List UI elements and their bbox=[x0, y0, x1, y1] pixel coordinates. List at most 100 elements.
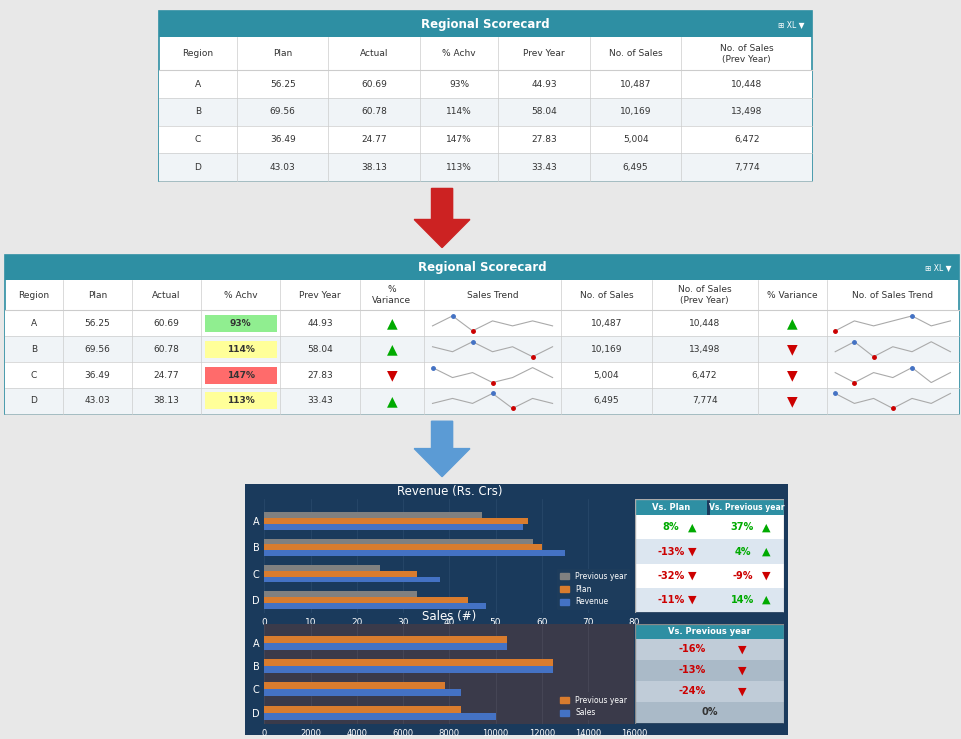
Text: Regional Scorecard: Regional Scorecard bbox=[421, 18, 550, 31]
Text: -24%: -24% bbox=[678, 687, 705, 696]
Legend: Previous year, Sales: Previous year, Sales bbox=[557, 692, 630, 721]
Bar bbox=[264, 571, 417, 576]
Text: Vs. Previous year: Vs. Previous year bbox=[668, 627, 752, 636]
Text: 10,487: 10,487 bbox=[591, 319, 622, 328]
Text: 93%: 93% bbox=[449, 80, 469, 89]
Text: Sales Trend: Sales Trend bbox=[467, 290, 518, 299]
FancyBboxPatch shape bbox=[159, 70, 812, 98]
FancyBboxPatch shape bbox=[5, 388, 959, 414]
Text: ⊞ XL ▼: ⊞ XL ▼ bbox=[777, 20, 804, 29]
FancyBboxPatch shape bbox=[159, 126, 812, 154]
Text: 114%: 114% bbox=[446, 107, 472, 117]
Bar bbox=[264, 643, 507, 650]
Text: 114%: 114% bbox=[227, 344, 255, 354]
Text: % Achv: % Achv bbox=[224, 290, 258, 299]
Text: 58.04: 58.04 bbox=[308, 344, 333, 354]
Bar bbox=[264, 524, 524, 530]
Text: 33.43: 33.43 bbox=[308, 396, 333, 406]
Bar bbox=[264, 565, 380, 571]
Text: 13,498: 13,498 bbox=[689, 344, 721, 354]
Text: 60.78: 60.78 bbox=[154, 344, 180, 354]
Text: -16%: -16% bbox=[678, 644, 705, 655]
Text: ▼: ▼ bbox=[738, 665, 747, 675]
Bar bbox=[264, 591, 417, 597]
Bar bbox=[264, 667, 554, 673]
FancyBboxPatch shape bbox=[245, 484, 788, 735]
Text: 10,448: 10,448 bbox=[689, 319, 720, 328]
Text: 14%: 14% bbox=[731, 595, 754, 605]
Text: 56.25: 56.25 bbox=[270, 80, 296, 89]
FancyBboxPatch shape bbox=[709, 499, 784, 515]
FancyBboxPatch shape bbox=[635, 639, 784, 660]
FancyBboxPatch shape bbox=[205, 392, 277, 409]
Text: ⊞ XL ▼: ⊞ XL ▼ bbox=[924, 263, 951, 272]
Text: Actual: Actual bbox=[360, 50, 388, 58]
Text: 10,487: 10,487 bbox=[620, 80, 652, 89]
Bar bbox=[264, 518, 528, 524]
Text: Actual: Actual bbox=[152, 290, 181, 299]
Text: ▲: ▲ bbox=[787, 316, 798, 330]
Bar bbox=[264, 539, 532, 545]
FancyBboxPatch shape bbox=[635, 702, 784, 723]
FancyBboxPatch shape bbox=[205, 315, 277, 332]
FancyBboxPatch shape bbox=[159, 11, 812, 181]
Bar bbox=[264, 659, 554, 667]
Text: No. of Sales Trend: No. of Sales Trend bbox=[852, 290, 933, 299]
Text: 38.13: 38.13 bbox=[361, 163, 387, 171]
Bar bbox=[264, 636, 507, 643]
Text: ▲: ▲ bbox=[762, 547, 771, 556]
Text: D: D bbox=[194, 163, 201, 171]
Text: ▲: ▲ bbox=[762, 595, 771, 605]
FancyBboxPatch shape bbox=[635, 499, 706, 515]
FancyBboxPatch shape bbox=[205, 341, 277, 358]
Text: -9%: -9% bbox=[732, 571, 752, 581]
Text: 7,774: 7,774 bbox=[692, 396, 718, 406]
Text: ▼: ▼ bbox=[787, 342, 798, 356]
Text: ▼: ▼ bbox=[787, 368, 798, 382]
Text: Plan: Plan bbox=[88, 290, 108, 299]
Text: 44.93: 44.93 bbox=[531, 80, 557, 89]
Text: ▼: ▼ bbox=[687, 595, 696, 605]
Text: 69.56: 69.56 bbox=[270, 107, 296, 117]
Text: 43.03: 43.03 bbox=[270, 163, 296, 171]
Text: ▼: ▼ bbox=[738, 687, 747, 696]
Text: 4%: 4% bbox=[734, 547, 751, 556]
Text: 5,004: 5,004 bbox=[623, 135, 649, 144]
Text: ▼: ▼ bbox=[787, 394, 798, 408]
Text: 0%: 0% bbox=[702, 707, 718, 718]
Text: Prev Year: Prev Year bbox=[524, 50, 565, 58]
Text: 60.69: 60.69 bbox=[154, 319, 180, 328]
Text: B: B bbox=[195, 107, 201, 117]
Text: 10,169: 10,169 bbox=[620, 107, 652, 117]
Text: Vs. Plan: Vs. Plan bbox=[652, 503, 690, 511]
FancyBboxPatch shape bbox=[5, 255, 959, 414]
Text: 10,448: 10,448 bbox=[731, 80, 762, 89]
Text: B: B bbox=[31, 344, 37, 354]
Text: A: A bbox=[31, 319, 37, 328]
FancyBboxPatch shape bbox=[635, 588, 784, 612]
FancyBboxPatch shape bbox=[159, 154, 812, 181]
Text: Region: Region bbox=[183, 50, 213, 58]
Legend: Previous year, Plan, Revenue: Previous year, Plan, Revenue bbox=[557, 569, 630, 610]
Text: ▼: ▼ bbox=[738, 644, 747, 655]
Text: -11%: -11% bbox=[657, 595, 684, 605]
FancyBboxPatch shape bbox=[205, 367, 277, 384]
Bar bbox=[264, 545, 542, 550]
Text: ▼: ▼ bbox=[687, 571, 696, 581]
Text: 43.03: 43.03 bbox=[85, 396, 111, 406]
FancyBboxPatch shape bbox=[5, 362, 959, 388]
Text: ▼: ▼ bbox=[762, 571, 771, 581]
Text: -32%: -32% bbox=[657, 571, 684, 581]
Text: C: C bbox=[31, 370, 37, 380]
Text: ▲: ▲ bbox=[386, 394, 397, 408]
Text: 93%: 93% bbox=[230, 319, 252, 328]
FancyBboxPatch shape bbox=[635, 515, 784, 539]
Text: Plan: Plan bbox=[273, 50, 292, 58]
Text: 6,495: 6,495 bbox=[594, 396, 619, 406]
Text: 147%: 147% bbox=[227, 370, 255, 380]
Polygon shape bbox=[414, 421, 470, 477]
Text: 44.93: 44.93 bbox=[308, 319, 333, 328]
Title: Sales (#): Sales (#) bbox=[422, 610, 477, 623]
Text: 5,004: 5,004 bbox=[594, 370, 619, 380]
Text: 8%: 8% bbox=[663, 522, 679, 533]
